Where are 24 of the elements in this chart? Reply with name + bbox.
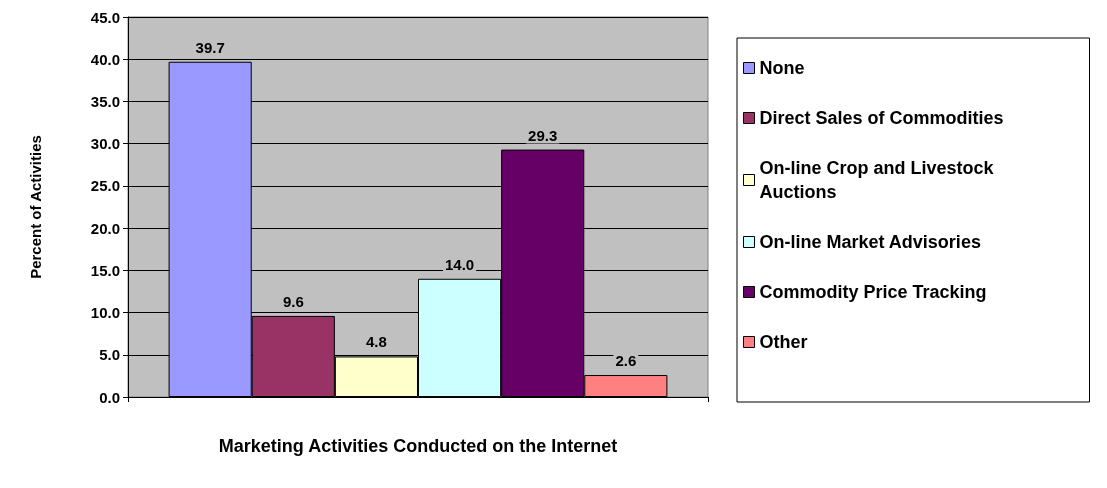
y-tick-label: 35.0 (90, 92, 120, 110)
y-tick-label: 15.0 (90, 261, 120, 279)
y-tick-label: 40.0 (90, 50, 120, 68)
y-tick-label: 5.0 (99, 346, 120, 364)
y-tick-label: 10.0 (90, 304, 120, 322)
x-axis-title: Marketing Activities Conducted on the Internet (218, 436, 618, 456)
legend-label: None (759, 58, 805, 78)
y-axis-title: Percent of Activities (27, 135, 44, 279)
legend-label: Other (759, 332, 808, 352)
legend-label: On-line Crop and Livestock Auctions (759, 158, 999, 202)
legend-label: Commodity Price Tracking (759, 282, 987, 302)
y-tick-label: 0.0 (99, 388, 120, 406)
legend-label: On-line Market Advisories (759, 232, 981, 252)
data-label: 2.6 (615, 352, 637, 370)
data-label: 9.6 (282, 292, 304, 310)
data-label: 14.0 (444, 255, 475, 273)
data-label: 4.8 (366, 333, 387, 351)
data-label: 39.7 (195, 38, 225, 56)
y-tick-label: 30.0 (90, 135, 120, 153)
legend-label: Direct Sales of Commodities (759, 108, 1004, 128)
y-tick-label: 45.0 (90, 8, 120, 26)
y-tick-label: 20.0 (90, 219, 120, 237)
y-tick-label: 25.0 (90, 177, 120, 195)
data-label: 29.3 (528, 126, 558, 144)
